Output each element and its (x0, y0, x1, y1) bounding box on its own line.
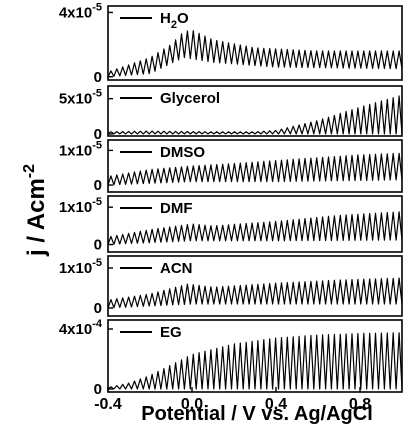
y-tick-mantissa: 1x10 (59, 260, 92, 277)
legend-label-rest: O (177, 10, 189, 27)
y-tick-label: 4x10-4 (59, 318, 103, 338)
y-tick-mantissa: 4x10 (59, 321, 92, 338)
legend-label: ACN (160, 260, 193, 277)
legend-label-main: DMF (160, 200, 193, 217)
panel-frame (107, 195, 403, 253)
y-tick-exponent: -5 (92, 1, 102, 13)
y-tick-exponent: -4 (92, 318, 103, 330)
x-axis: -0.4 0.0 0.4 0.8 (94, 387, 371, 413)
y-tick-label: 0 (94, 69, 102, 86)
y-tick-label: 1x10-5 (59, 196, 102, 216)
y-tick-label: 1x10-5 (59, 139, 102, 159)
y-tick-label: 0 (94, 126, 102, 143)
legend-label-main: DMSO (160, 144, 205, 161)
y-tick-mantissa: 1x10 (59, 199, 92, 216)
y-tick-mantissa: 4x10 (59, 4, 92, 21)
y-tick-label: 1x10-5 (59, 257, 102, 277)
y-axis-title-main: j / Acm (23, 178, 50, 257)
y-tick-label: 0 (94, 237, 102, 254)
y-tick-label: 4x10-5 (59, 1, 102, 21)
y-axis-title-exp: -2 (21, 164, 38, 178)
x-tick-label: -0.4 (94, 396, 122, 413)
y-tick-label: 0 (94, 300, 102, 317)
panel-dmf: 1x10-5 0 DMF (59, 195, 403, 254)
legend-label: H2O (160, 10, 189, 31)
legend-label-subscript: 2 (171, 19, 177, 31)
y-tick-exponent: -5 (92, 196, 102, 208)
panel-eg: 4x10-4 0 EG (59, 318, 403, 398)
y-tick-mantissa: 1x10 (59, 142, 92, 159)
x-tick-label: 0.8 (349, 396, 371, 413)
legend-label-main: ACN (160, 260, 193, 277)
series-trace (107, 30, 403, 78)
x-axis-title: Potential / V vs. Ag/AgCl (141, 403, 373, 425)
legend-label-main: H (160, 10, 171, 27)
legend-label: Glycerol (160, 90, 220, 107)
y-tick-mantissa: 5x10 (59, 91, 92, 108)
series-trace (107, 277, 403, 309)
legend-label: EG (160, 324, 182, 341)
x-tick-label: 0.0 (181, 396, 203, 413)
y-tick-label: 0 (94, 381, 102, 398)
y-tick-exponent: -5 (92, 88, 102, 100)
y-tick-label: 5x10-5 (59, 88, 102, 108)
legend-label: DMF (160, 200, 193, 217)
x-tick-label: 0.4 (265, 396, 287, 413)
panel-h2o: 4x10-5 0 H2O (59, 1, 403, 86)
panel-glycerol: 5x10-5 0 Glycerol (59, 85, 403, 143)
series-trace (107, 332, 403, 390)
y-tick-label: 0 (94, 177, 102, 194)
y-tick-exponent: -5 (92, 257, 102, 269)
panel-acn: 1x10-5 0 ACN (59, 255, 403, 317)
panel-frame (107, 139, 403, 193)
y-tick-exponent: -5 (92, 139, 102, 151)
series-trace (107, 211, 403, 245)
legend-label-main: EG (160, 324, 182, 341)
y-axis-title: j / Acm-2 (21, 164, 50, 257)
series-trace (107, 95, 403, 135)
panel-frame (107, 255, 403, 317)
panel-dmso: 1x10-5 0 DMSO (59, 139, 403, 194)
panel-frame (107, 85, 403, 137)
panel-frame (107, 5, 403, 81)
legend-label: DMSO (160, 144, 205, 161)
panel-frame (107, 319, 403, 393)
series-trace (107, 152, 403, 186)
legend-label-main: Glycerol (160, 90, 220, 107)
panels-group: 4x10-50H2O5x10-50Glycerol1x10-50DMSO1x10… (59, 1, 403, 398)
